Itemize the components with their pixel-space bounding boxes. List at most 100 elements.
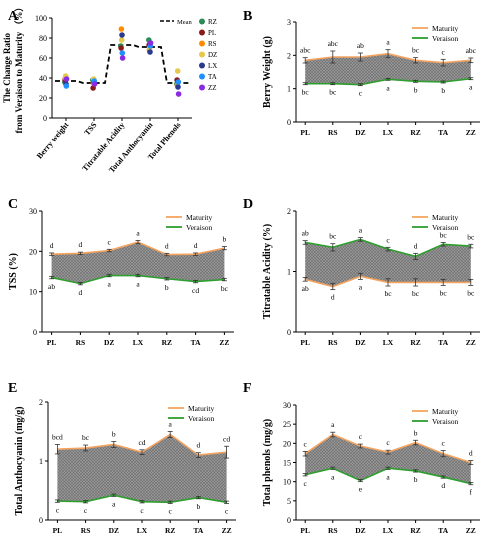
y-tick-label: 5: [287, 497, 291, 506]
legend-swatch-dz: [199, 51, 205, 58]
shaded-area: [305, 53, 471, 85]
significance-letter: d: [50, 241, 54, 250]
significance-letter: bc: [221, 284, 229, 293]
x-tick-label: DZ: [355, 128, 365, 137]
significance-letter: c: [442, 439, 446, 448]
chart-panel-a: A 0 20 40 60 80 100 The Change Ratio from Verais…: [2, 3, 217, 175]
x-tick-label: RS: [76, 338, 86, 347]
y-tick-label: 3: [287, 18, 291, 27]
data-point-dz: [174, 68, 181, 74]
legend-label: PL: [208, 29, 216, 37]
chart-panel-d: D 0 1 2 Titratable Acidity (%) PL RS DZ LX RZ TA ZZ…: [243, 197, 480, 347]
y-tick-label: 0: [33, 328, 37, 337]
significance-letter: c: [359, 89, 363, 98]
y-axis-label: TSS (%): [8, 253, 19, 290]
significance-letter: bc: [467, 232, 475, 241]
x-tick-label: PL: [53, 526, 63, 535]
x-tick-label: RS: [81, 526, 91, 535]
y-tick-label: 100: [35, 14, 47, 23]
data-point-lx: [175, 84, 181, 90]
data-point-rs: [118, 26, 125, 32]
data-point-ta: [175, 79, 182, 85]
y-tick-label: 1: [39, 457, 43, 466]
significance-letter: b: [112, 430, 116, 439]
significance-letter: abc: [300, 46, 311, 55]
significance-letter: c: [140, 506, 144, 515]
x-tick-label: RZ: [410, 338, 420, 347]
legend-label: Veraison: [188, 414, 214, 423]
legend-swatch-rs: [199, 40, 205, 47]
legend-label: Veraison: [432, 34, 458, 43]
significance-letter: c: [84, 506, 88, 515]
significance-letter: a: [386, 83, 390, 92]
significance-letter: b: [414, 475, 418, 484]
legend-label: RS: [208, 40, 217, 48]
significance-letter: bc: [440, 230, 448, 239]
legend-swatch-rz: [199, 18, 205, 25]
significance-letter: a: [469, 83, 473, 92]
significance-letter: abc: [328, 39, 339, 48]
x-tick-label: ZZ: [222, 526, 232, 535]
panel-letter: F: [243, 381, 252, 396]
legend-label: RZ: [208, 18, 217, 26]
significance-letter: d: [197, 441, 201, 450]
legend-label: Maturity: [432, 407, 458, 416]
significance-letter: c: [386, 438, 390, 447]
legend-label: Maturity: [186, 213, 212, 222]
x-tick-label: LX: [137, 526, 148, 535]
y-axis-label: The Change Ratio from Veraison to Maturit…: [2, 3, 24, 134]
y-tick-label: 0: [287, 328, 291, 337]
legend-label: Maturity: [432, 24, 458, 33]
significance-letter: a: [359, 282, 363, 291]
legend-label: LX: [208, 62, 217, 70]
legend-label: Veraison: [432, 417, 458, 426]
significance-letter: a: [331, 420, 335, 429]
x-tick-label: RS: [328, 128, 338, 137]
significance-letter: bc: [412, 46, 420, 55]
significance-letter: cd: [223, 434, 230, 443]
shaded-area: [305, 239, 471, 287]
legend-swatch-zz: [199, 84, 205, 91]
legend-swatch-lx: [199, 62, 205, 69]
significance-letter: d: [79, 240, 83, 249]
y-axis-label: Titratable Acidity (%): [262, 224, 273, 319]
legend-label: Maturity: [432, 213, 458, 222]
legend-swatch-pl: [199, 29, 205, 36]
y-tick-label: 10: [29, 288, 37, 297]
x-tick-label: RZ: [410, 128, 420, 137]
significance-letter: bc: [329, 232, 337, 241]
y-tick-label: 0: [43, 114, 47, 123]
x-tick-label: PL: [300, 128, 310, 137]
y-axis-label-line: from Veraison to Maturity （%）: [14, 3, 24, 134]
chart-panel-f: F 0 5 10 15 20 25 30 Total phenols (mg/g) PL RS DZ L…: [243, 381, 480, 535]
x-tick-label: ZZ: [219, 338, 229, 347]
significance-letter: d: [414, 241, 418, 250]
y-tick-label: 0: [287, 516, 291, 525]
significance-letter: c: [225, 506, 229, 515]
significance-letter: a: [359, 226, 363, 235]
y-tick-label: 1: [287, 268, 291, 277]
x-tick-label: LX: [383, 526, 394, 535]
y-tick-label: 2: [287, 207, 291, 216]
significance-letter: a: [112, 499, 116, 508]
significance-letter: bc: [467, 288, 475, 297]
y-tick-label: 30: [29, 207, 37, 216]
significance-letter: abc: [466, 46, 477, 55]
significance-letter: f: [470, 488, 473, 497]
data-point-zz: [175, 91, 182, 97]
significance-letter: a: [136, 280, 140, 289]
panel-letter: A: [8, 9, 19, 24]
x-tick-label: TSS: [82, 120, 98, 137]
significance-letter: d: [79, 288, 83, 297]
x-tick-label: DZ: [355, 338, 365, 347]
x-tick-label: PL: [300, 526, 310, 535]
y-tick-label: 20: [29, 247, 37, 256]
legend-label: Maturity: [188, 404, 214, 413]
significance-letter: d: [469, 449, 473, 458]
significance-letter: ab: [357, 41, 364, 50]
x-tick-label: ZZ: [466, 338, 476, 347]
significance-letter: bc: [302, 88, 310, 97]
data-point-ta: [119, 50, 126, 56]
